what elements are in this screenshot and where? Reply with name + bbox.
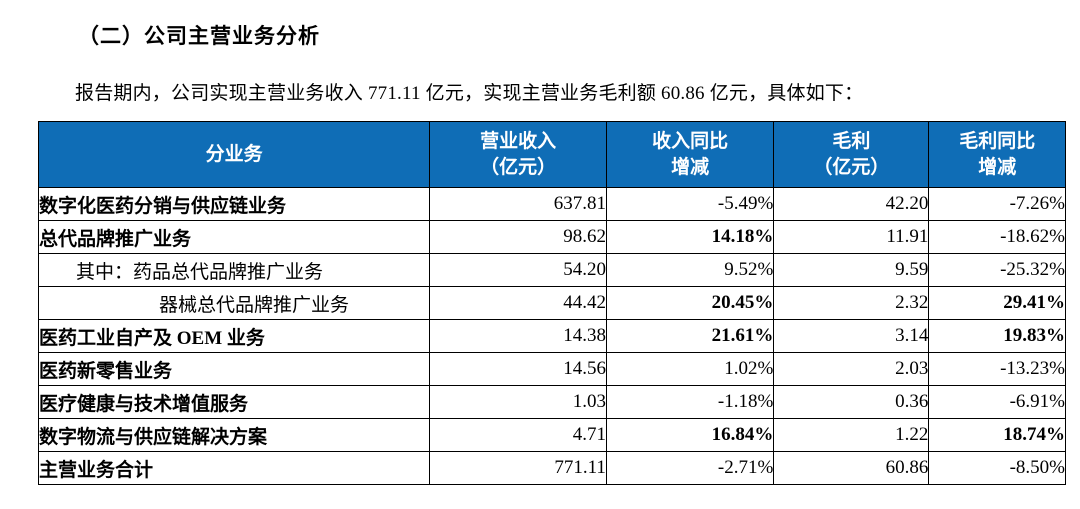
table-header: 分业务 营业收入 （亿元） 收入同比增减 毛利 （亿元） 毛利同比增减 [37, 120, 1066, 189]
business-analysis-table: 分业务 营业收入 （亿元） 收入同比增减 毛利 （亿元） 毛利同比增减 数字化医药分销与供应… [37, 120, 1066, 486]
table-row: 医疗健康与技术增值服务 1.03 -1.18% 0.36 -6.91% [37, 385, 1066, 420]
revenue-yoy-cell: 9.52% [605, 253, 775, 288]
profit-yoy-cell: -13.23% [928, 352, 1066, 387]
revenue-cell: 14.38 [429, 319, 607, 354]
revenue-yoy-cell: -5.49% [605, 187, 775, 222]
profit-yoy-cell: -18.62% [928, 220, 1066, 255]
revenue-yoy-cell: 1.02% [605, 352, 775, 387]
profit-cell: 3.14 [773, 319, 930, 354]
profit-cell: 9.59 [773, 253, 930, 288]
table-body: 数字化医药分销与供应链业务 637.81 -5.49% 42.20 -7.26% 总代品牌… [37, 187, 1066, 486]
revenue-yoy-cell: 21.61% [605, 319, 775, 354]
table-row: 医药新零售业务 14.56 1.02% 2.03 -13.23% [37, 352, 1066, 387]
column-header-line: 增减 [978, 156, 1017, 178]
table-row: 总代品牌推广业务 98.62 14.18% 11.91 -18.62% [37, 220, 1066, 255]
business-label-cell: 数字物流与供应链解决方案 [37, 418, 431, 453]
business-label-cell: 医疗健康与技术增值服务 [37, 385, 431, 420]
revenue-cell: 1.03 [429, 385, 607, 420]
profit-cell: 2.32 [773, 286, 930, 321]
profit-yoy-cell: -7.26% [928, 187, 1066, 222]
profit-yoy-cell: -25.32% [928, 253, 1066, 288]
business-label-cell: 主营业务合计 [37, 451, 431, 486]
profit-cell: 11.91 [773, 220, 930, 255]
business-label-cell: 医药工业自产及 OEM 业务 [37, 319, 431, 354]
table-row: 数字物流与供应链解决方案 4.71 16.84% 1.22 18.74% [37, 418, 1066, 453]
business-label-cell: 器械总代品牌推广业务 [37, 286, 431, 321]
profit-cell: 2.03 [773, 352, 930, 387]
profit-yoy-cell: -8.50% [928, 451, 1066, 486]
column-header-line: 营业收入 [480, 131, 557, 152]
profit-cell: 60.86 [773, 451, 930, 486]
table-header-row: 分业务 营业收入 （亿元） 收入同比增减 毛利 （亿元） 毛利同比增减 [37, 120, 1066, 189]
table-row: 器械总代品牌推广业务 44.42 20.45% 2.32 29.41% [37, 286, 1066, 321]
revenue-cell: 54.20 [429, 253, 607, 288]
business-label-cell: 医药新零售业务 [37, 352, 431, 387]
business-label-cell: 其中：药品总代品牌推广业务 [37, 253, 431, 288]
table-row: 主营业务合计 771.11 -2.71% 60.86 -8.50% [37, 451, 1066, 486]
table-row: 数字化医药分销与供应链业务 637.81 -5.49% 42.20 -7.26% [37, 187, 1066, 222]
revenue-yoy-cell: -1.18% [605, 385, 775, 420]
column-header-line: 增减 [671, 156, 710, 178]
revenue-yoy-cell: 14.18% [605, 220, 775, 255]
column-header-line: 毛利 [832, 131, 871, 152]
profit-cell: 1.22 [773, 418, 930, 453]
column-header-profit: 毛利 （亿元） [773, 120, 930, 189]
revenue-yoy-cell: 16.84% [605, 418, 775, 453]
table-row: 医药工业自产及 OEM 业务 14.38 21.61% 3.14 19.83% [37, 319, 1066, 354]
column-header-line: （亿元） [480, 156, 557, 178]
column-header-line: 毛利同比 [959, 131, 1036, 152]
revenue-yoy-cell: -2.71% [605, 451, 775, 486]
column-header-line: 收入同比 [652, 131, 729, 152]
column-header-line: 分业务 [205, 143, 263, 165]
profit-cell: 0.36 [773, 385, 930, 420]
revenue-cell: 637.81 [429, 187, 607, 222]
column-header-business: 分业务 [37, 120, 431, 189]
profit-cell: 42.20 [773, 187, 930, 222]
profit-yoy-cell: -6.91% [928, 385, 1066, 420]
revenue-cell: 4.71 [429, 418, 607, 453]
business-label-cell: 数字化医药分销与供应链业务 [37, 187, 431, 222]
revenue-yoy-cell: 20.45% [605, 286, 775, 321]
column-header-line: （亿元） [813, 156, 890, 178]
revenue-cell: 14.56 [429, 352, 607, 387]
column-header-revenue: 营业收入 （亿元） [429, 120, 607, 189]
business-label-cell: 总代品牌推广业务 [37, 220, 431, 255]
section-heading: （二）公司主营业务分析 [78, 25, 320, 48]
column-header-revenue-yoy: 收入同比 增减 [605, 120, 775, 189]
profit-yoy-cell: 18.74% [928, 418, 1066, 453]
column-header-profit-yoy: 毛利同比 增减 [928, 120, 1066, 189]
profit-yoy-cell: 29.41% [928, 286, 1066, 321]
revenue-cell: 44.42 [429, 286, 607, 321]
intro-paragraph: 报告期内，公司实现主营业务收入 771.11 亿元，实现主营业务毛利额 60.8… [75, 83, 864, 104]
revenue-cell: 98.62 [429, 220, 607, 255]
revenue-cell: 771.11 [429, 451, 607, 486]
table-row: 其中：药品总代品牌推广业务 54.20 9.52% 9.59 -25.32% [37, 253, 1066, 288]
profit-yoy-cell: 19.83% [928, 319, 1066, 354]
